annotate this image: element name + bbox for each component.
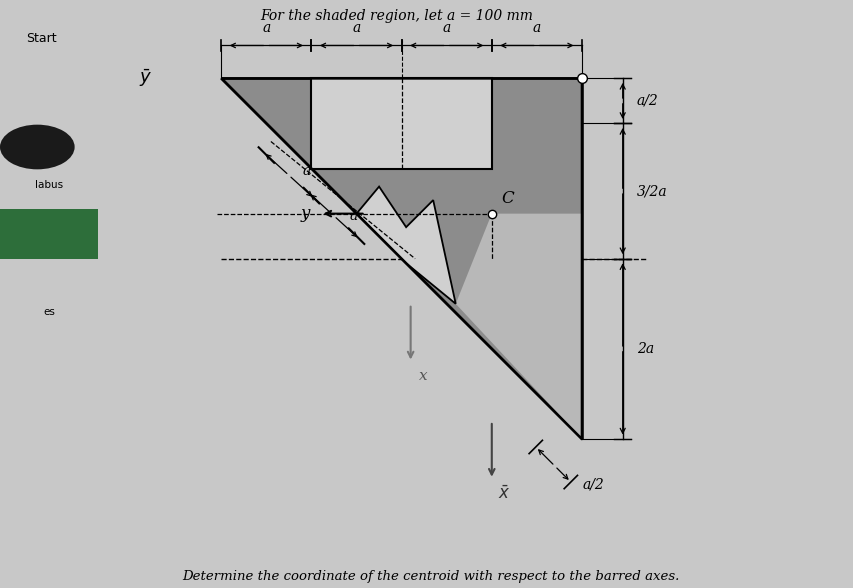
Text: C: C <box>501 191 514 208</box>
Text: a: a <box>442 21 450 35</box>
Text: 3/2a: 3/2a <box>636 184 667 198</box>
Circle shape <box>0 125 74 169</box>
Text: $\bar{x}$: $\bar{x}$ <box>497 486 510 503</box>
Text: For the shaded region, let a = 100 mm: For the shaded region, let a = 100 mm <box>260 9 533 23</box>
Text: a: a <box>352 21 360 35</box>
Text: a/2: a/2 <box>636 94 658 108</box>
Text: 2a: 2a <box>636 342 653 356</box>
Text: y: y <box>300 205 310 222</box>
Text: Start: Start <box>26 32 56 45</box>
Text: Determine the coordinate of the centroid with respect to the barred axes.: Determine the coordinate of the centroid… <box>182 570 679 583</box>
Text: a: a <box>532 21 540 35</box>
Polygon shape <box>311 78 491 169</box>
Text: i: i <box>36 142 39 152</box>
Text: a: a <box>302 165 310 178</box>
Text: ments: ments <box>31 230 67 240</box>
Text: a: a <box>262 21 270 35</box>
Polygon shape <box>357 186 456 304</box>
Text: labus: labus <box>35 180 63 191</box>
Polygon shape <box>221 78 581 439</box>
Text: $\bar{y}$: $\bar{y}$ <box>139 68 152 89</box>
Text: a/2: a/2 <box>582 478 603 492</box>
Text: x: x <box>418 369 426 383</box>
Text: es: es <box>44 306 55 317</box>
Polygon shape <box>456 213 581 439</box>
Bar <box>0 209 98 259</box>
Text: a: a <box>349 209 357 223</box>
